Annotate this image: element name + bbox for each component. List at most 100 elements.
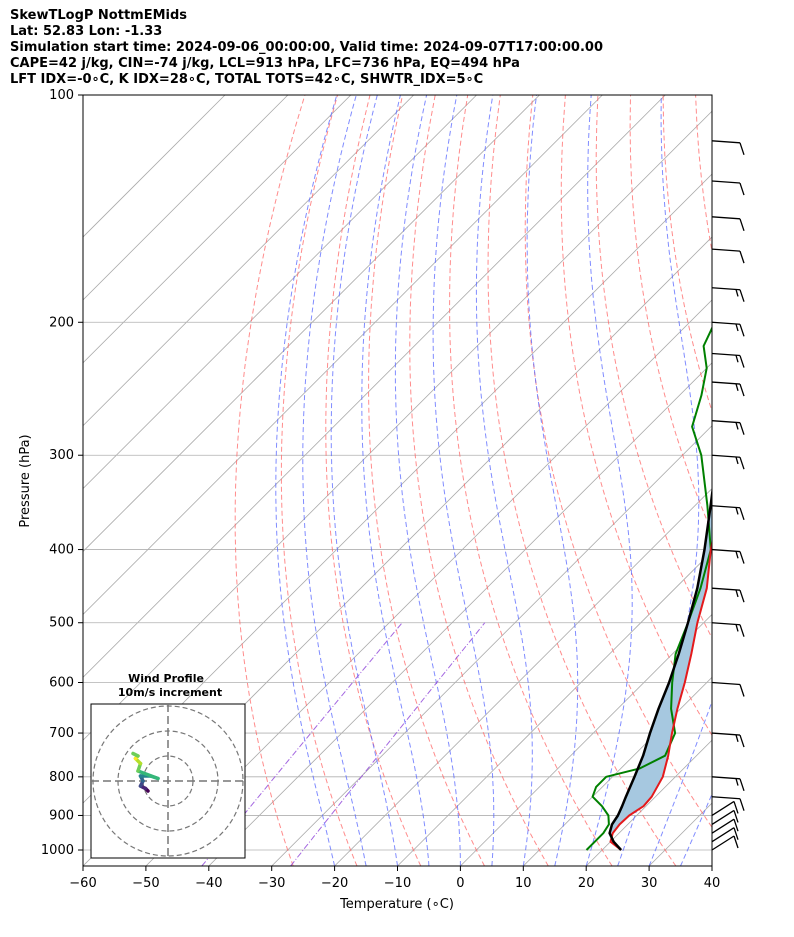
hodograph-inset: Wind Profile 10m/s increment (90, 672, 246, 859)
moist-adiabat (361, 95, 430, 866)
dry-adiabat (409, 95, 549, 866)
wind-barb (711, 352, 745, 368)
location-line: Lat: 52.83 Lon: -1.33 (10, 24, 163, 39)
parcel-line (608, 485, 712, 851)
isotherm (775, 95, 794, 866)
dry-adiabat (487, 95, 677, 866)
isotherm (83, 95, 352, 364)
wind-barb (711, 381, 745, 397)
wind-barb (711, 548, 745, 564)
y-tick-label: 300 (49, 448, 74, 463)
moist-adiabat (711, 864, 712, 866)
dry-adiabat (280, 95, 358, 866)
isotherm (83, 95, 666, 678)
indices-line: LFT IDX=-0∘C, K IDX=28∘C, TOTAL TOTS=42∘… (10, 72, 484, 87)
x-tick-label: −60 (69, 876, 96, 891)
dry-adiabat (695, 95, 712, 254)
dry-adiabat (728, 95, 794, 866)
x-axis-label: Temperature (∘C) (339, 897, 454, 912)
dry-adiabat (524, 95, 712, 829)
wind-barb (711, 776, 745, 792)
y-axis-label: Pressure (hPa) (18, 434, 33, 527)
isotherm (83, 95, 289, 301)
isotherm (83, 110, 712, 741)
y-tick-label: 200 (49, 315, 74, 330)
time-line: Simulation start time: 2024-09-06_00:00:… (10, 40, 603, 55)
isotherm (460, 613, 712, 866)
wind-barb (711, 248, 745, 264)
chart-data-layer (585, 304, 712, 851)
isotherm (145, 299, 712, 866)
dry-adiabat (368, 95, 485, 866)
isotherm (83, 95, 603, 615)
y-tick-label: 900 (49, 808, 74, 823)
x-tick-label: 40 (704, 876, 721, 891)
y-tick-label: 400 (49, 543, 74, 558)
y-tick-label: 1000 (41, 843, 74, 858)
wind-barb (711, 216, 745, 232)
wind-barb (711, 505, 745, 520)
isotherm (83, 95, 414, 427)
y-tick-label: 500 (49, 616, 74, 631)
wind-barb (711, 454, 745, 470)
moist-adiabat (617, 95, 700, 866)
wind-barb (711, 321, 745, 337)
wind-barb (711, 287, 745, 302)
isotherm (334, 488, 712, 866)
isotherm (83, 95, 477, 490)
isotherm (271, 425, 712, 866)
y-tick-label: 600 (49, 676, 74, 691)
moist-adiabat (475, 95, 533, 866)
wind-barb (711, 681, 745, 697)
dry-adiabat (234, 95, 306, 866)
moist-adiabat (680, 792, 712, 866)
stability-line: CAPE=42 j/kg, CIN=-74 j/kg, LCL=913 hPa,… (10, 56, 520, 71)
wind-barb (711, 835, 739, 851)
dry-adiabat (595, 95, 712, 640)
inset-subtitle: 10m/s increment (118, 686, 222, 699)
isotherm (648, 802, 712, 866)
moist-adiabat (526, 95, 579, 866)
y-tick-label: 100 (49, 88, 74, 103)
x-tick-label: −30 (258, 876, 285, 891)
moist-adiabat (302, 95, 367, 866)
hodograph-segment (131, 751, 140, 758)
dry-adiabat (560, 95, 712, 737)
moist-adiabat (585, 95, 633, 866)
wind-barb (711, 818, 739, 834)
isotherm (208, 362, 712, 866)
mixing-ratio-line (290, 622, 486, 866)
x-tick-label: −20 (321, 876, 348, 891)
inset-title: Wind Profile (128, 672, 204, 685)
x-tick-label: −50 (132, 876, 159, 891)
wind-barb (711, 800, 739, 817)
isotherm (83, 95, 226, 238)
wind-barb (711, 587, 745, 603)
chart-header: SkewTLogP NottmEMids Lat: 52.83 Lon: -1.… (10, 8, 603, 88)
moist-adiabat (330, 95, 398, 866)
wind-barb (711, 180, 745, 196)
wind-barb (711, 622, 745, 637)
moist-adiabat (648, 699, 712, 866)
isotherm (83, 95, 540, 553)
isotherm (711, 865, 712, 866)
wind-barb (711, 809, 739, 825)
dry-adiabat (449, 95, 613, 866)
y-tick-label: 700 (49, 726, 74, 741)
x-tick-label: 0 (456, 876, 464, 891)
moist-adiabat (432, 95, 495, 866)
station-title: SkewTLogP NottmEMids (10, 8, 188, 23)
x-tick-label: 10 (515, 876, 532, 891)
temperature-line (609, 539, 712, 851)
wind-barb (711, 140, 745, 156)
moist-adiabat (394, 95, 461, 866)
moist-adiabat (275, 95, 338, 866)
cape-area (609, 494, 712, 850)
wind-barb (711, 420, 745, 435)
dry-adiabat (662, 95, 712, 413)
wind-barb (711, 732, 745, 748)
isotherm (397, 550, 712, 866)
dry-adiabat (325, 95, 422, 866)
y-tick-label: 800 (49, 770, 74, 785)
